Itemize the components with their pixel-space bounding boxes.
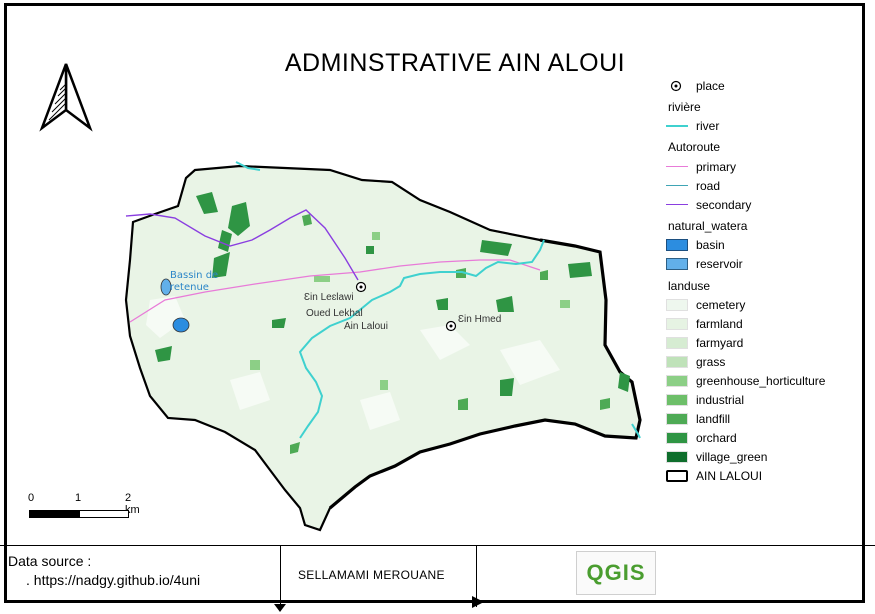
label-oued-lekhal: Oued Lekhal bbox=[306, 308, 363, 319]
legend-place-label: place bbox=[696, 79, 725, 93]
legend-farmyard: farmyard bbox=[664, 335, 743, 351]
legend-cemetery-label: cemetery bbox=[696, 298, 746, 312]
legend-grass-label: grass bbox=[696, 355, 726, 369]
scale-tick-0: 0 bbox=[28, 492, 35, 504]
footer-separator-2 bbox=[476, 545, 477, 607]
boundary-north-edge bbox=[194, 165, 541, 241]
label-bassin: Bassin de retenue bbox=[170, 270, 219, 293]
qgis-logo-text: QGIS bbox=[586, 560, 646, 585]
page-arrow-down-icon bbox=[274, 604, 286, 612]
author-name: SELLAMAMI MEROUANE bbox=[298, 568, 445, 582]
legend-river: river bbox=[664, 118, 719, 134]
legend-road-label: road bbox=[696, 179, 721, 193]
data-source-title: Data source : bbox=[8, 553, 92, 569]
place-marker-ein-leclawi bbox=[355, 281, 367, 293]
legend-primary-label: primary bbox=[696, 160, 737, 174]
label-ain-laloui: Ain Laloui bbox=[344, 321, 388, 332]
legend-autoroute-title: Autoroute bbox=[668, 140, 721, 154]
legend-farmland: farmland bbox=[664, 316, 743, 332]
footer-separator-1 bbox=[280, 545, 281, 607]
legend-river-label: river bbox=[696, 119, 720, 133]
legend-cemetery: cemetery bbox=[664, 297, 745, 313]
legend-farmyard-label: farmyard bbox=[696, 336, 744, 350]
legend-industrial: industrial bbox=[664, 392, 744, 408]
legend-orchard: orchard bbox=[664, 430, 737, 446]
map-frame bbox=[4, 3, 865, 603]
page-arrow-right-icon bbox=[472, 596, 484, 608]
place-marker-ein-hmed bbox=[445, 320, 457, 332]
legend-reservoir-label: reservoir bbox=[696, 257, 743, 271]
legend-basin: basin bbox=[664, 237, 725, 253]
ain-laloui-boundary bbox=[124, 164, 642, 532]
primary-road bbox=[129, 259, 541, 323]
label-ein-leclawi: Ɛin Leɛlawi bbox=[304, 292, 354, 303]
legend-water-title: natural_watera bbox=[668, 219, 748, 233]
legend-greenhouse-label: greenhouse_horticulture bbox=[696, 374, 826, 388]
north-arrow-icon bbox=[39, 63, 93, 132]
qgis-logo: QGIS bbox=[576, 551, 656, 595]
legend-riviere-title: rivière bbox=[668, 100, 701, 114]
river bbox=[235, 161, 545, 439]
data-source-link[interactable]: . https://nadgy.github.io/4uni bbox=[26, 572, 201, 588]
scale-segment-black bbox=[29, 510, 80, 518]
footer-divider bbox=[0, 545, 875, 546]
orchard-patches bbox=[155, 192, 630, 396]
legend-grass: grass bbox=[664, 354, 725, 370]
scale-tick-1: 1 bbox=[75, 492, 82, 504]
secondary-road bbox=[125, 209, 359, 281]
river-east bbox=[631, 423, 641, 439]
label-ein-hmed: Ɛin Hmed bbox=[458, 314, 502, 325]
boundary-thick-edge bbox=[328, 238, 642, 510]
legend-secondary: secondary bbox=[664, 197, 751, 213]
legend-farmland-label: farmland bbox=[696, 317, 743, 331]
legend-landfill-label: landfill bbox=[696, 412, 731, 426]
scale-segment-white bbox=[79, 510, 129, 518]
legend-reservoir: reservoir bbox=[664, 256, 743, 272]
grass-patches bbox=[250, 232, 570, 390]
legend-industrial-label: industrial bbox=[696, 393, 745, 407]
legend-primary: primary bbox=[664, 159, 736, 175]
legend-landfill: landfill bbox=[664, 411, 730, 427]
reservoir-patch bbox=[160, 278, 172, 296]
legend-basin-label: basin bbox=[696, 238, 725, 252]
legend-boundary-label: AIN LALOUI bbox=[696, 469, 763, 483]
basin-patch bbox=[172, 317, 190, 333]
legend-landuse-title: landuse bbox=[668, 279, 711, 293]
legend-orchard-label: orchard bbox=[696, 431, 737, 445]
map-title: ADMINSTRATIVE AIN ALOUI bbox=[284, 49, 626, 77]
legend-road: road bbox=[664, 178, 720, 194]
legend-place: place bbox=[664, 78, 725, 94]
map-canvas[interactable] bbox=[0, 0, 660, 545]
scale-bar: 0 1 2 km bbox=[28, 492, 140, 522]
legend-village-green: village_green bbox=[664, 449, 767, 465]
landfill-patches bbox=[290, 214, 610, 454]
legend-greenhouse: greenhouse_horticulture bbox=[664, 373, 825, 389]
legend-secondary-label: secondary bbox=[696, 198, 752, 212]
legend-village-green-label: village_green bbox=[696, 450, 768, 464]
legend-boundary: AIN LALOUI bbox=[664, 468, 762, 484]
